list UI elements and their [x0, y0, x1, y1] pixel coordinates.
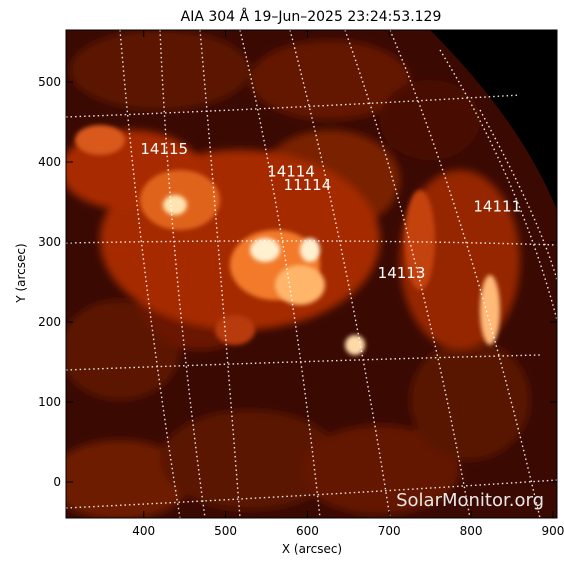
active-region-label: 14114 [267, 162, 315, 180]
x-axis-label: X (arcsec) [282, 542, 342, 556]
y-tick-label: 100 [38, 395, 61, 409]
y-tick-label: 500 [38, 75, 61, 89]
x-tick-label: 600 [296, 524, 319, 538]
x-tick-label: 700 [378, 524, 401, 538]
y-tick-label: 200 [38, 315, 61, 329]
watermark-text: SolarMonitor.org [396, 490, 544, 511]
y-tick-label: 300 [38, 235, 61, 249]
active-region-label: 11114 [284, 176, 332, 194]
y-axis: 0 100 200 300 400 500 [38, 75, 557, 489]
active-region-label: 14111 [473, 198, 521, 216]
y-tick-label: 400 [38, 155, 61, 169]
x-tick-label: 500 [214, 524, 237, 538]
x-axis: 400 500 600 700 800 900 [132, 30, 564, 538]
plot-frame [65, 29, 558, 519]
figure-title: AIA 304 Å 19–Jun–2025 23:24:53.129 [181, 8, 442, 25]
x-tick-label: 400 [132, 524, 155, 538]
y-tick-label: 0 [53, 475, 61, 489]
x-tick-label: 900 [541, 524, 564, 538]
off-limb-region [430, 30, 557, 210]
active-region-label: 14113 [378, 264, 426, 282]
heliographic-grid [66, 30, 557, 518]
active-region-emission [66, 125, 520, 355]
active-region-label: 14115 [140, 140, 188, 158]
y-axis-label: Y (arcsec) [14, 243, 28, 303]
chromospheric-network [66, 30, 530, 518]
x-tick-label: 800 [460, 524, 483, 538]
